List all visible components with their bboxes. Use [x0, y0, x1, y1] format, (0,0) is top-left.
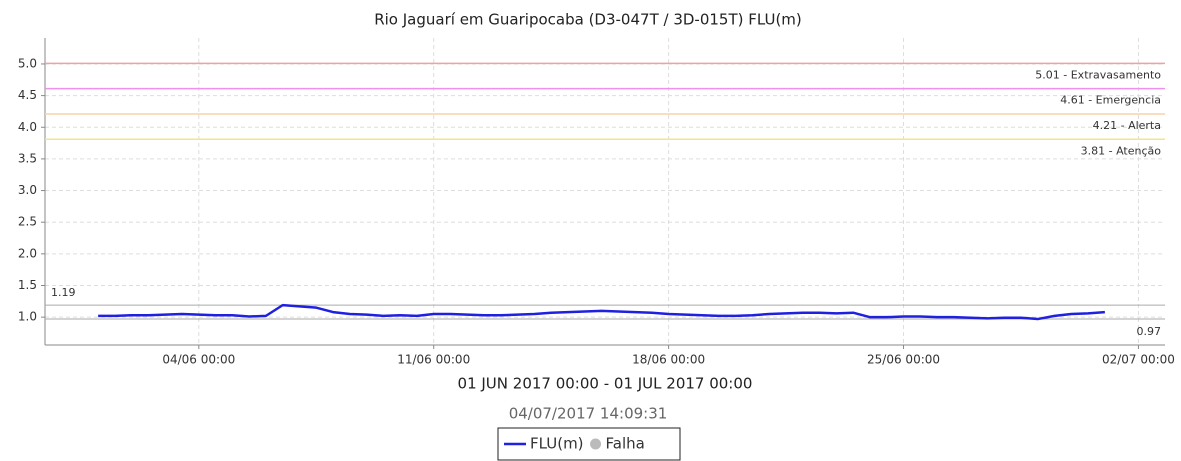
threshold-label: 4.61 - Emergencia: [1060, 94, 1161, 107]
x-tick-label: 02/07 00:00: [1102, 353, 1175, 367]
x-tick-label: 11/06 00:00: [397, 353, 470, 367]
y-tick-label: 4.5: [18, 88, 37, 102]
legend-box: [497, 427, 681, 461]
threshold-label: 3.81 - Atenção: [1081, 144, 1162, 157]
legend-label: Falha: [606, 435, 645, 453]
chart-title: Rio Jaguarí em Guaripocaba (D3-047T / 3D…: [374, 11, 802, 29]
y-tick-label: 3.0: [18, 183, 37, 197]
x-tick-label: 25/06 00:00: [867, 353, 940, 367]
legend-swatch: [590, 438, 602, 450]
y-tick-label: 2.5: [18, 215, 37, 229]
x-tick-label: 04/06 00:00: [162, 353, 235, 367]
threshold-label: 5.01 - Extravasamento: [1035, 68, 1161, 81]
y-tick-label: 3.5: [18, 151, 37, 165]
y-tick-label: 1.5: [18, 278, 37, 292]
y-tick-label: 5.0: [18, 56, 37, 70]
y-tick-label: 4.0: [18, 120, 37, 134]
min-label: 0.97: [1137, 325, 1162, 338]
x-axis-label: 01 JUN 2017 00:00 - 01 JUL 2017 00:00: [458, 375, 753, 393]
legend-label: FLU(m): [530, 435, 584, 453]
threshold-label: 4.21 - Alerta: [1093, 119, 1161, 132]
x-tick-label: 18/06 00:00: [632, 353, 705, 367]
y-tick-label: 2.0: [18, 246, 37, 260]
max-label: 1.19: [51, 286, 76, 299]
data-line: [98, 303, 1105, 321]
y-tick-label: 1.0: [18, 310, 37, 324]
subtitle: 04/07/2017 14:09:31: [509, 405, 668, 423]
